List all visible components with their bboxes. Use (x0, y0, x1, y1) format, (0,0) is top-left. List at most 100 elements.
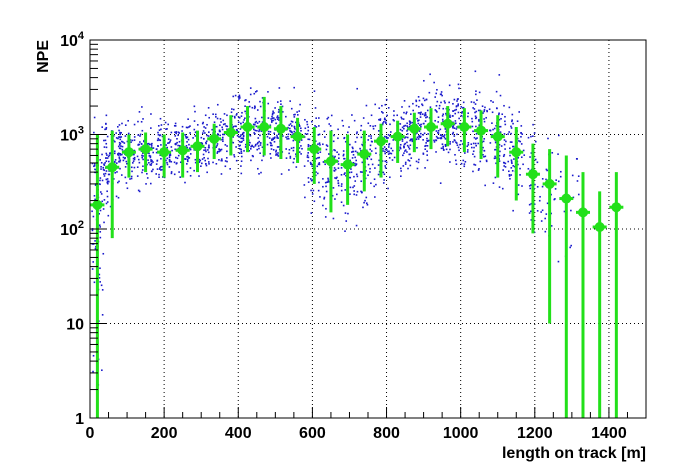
scatter-point (294, 113, 296, 116)
scatter-point (401, 117, 403, 120)
scatter-point (131, 162, 134, 164)
scatter-point (293, 86, 295, 89)
scatter-point (472, 170, 474, 173)
scatter-point (295, 121, 297, 124)
scatter-point (102, 208, 105, 210)
scatter-point (175, 132, 177, 135)
scatter-point (555, 179, 557, 181)
scatter-point (193, 169, 195, 172)
scatter-point (280, 173, 283, 175)
scatter-point (219, 130, 221, 133)
scatter-point (510, 127, 513, 129)
scatter-point (147, 142, 150, 145)
scatter-point (177, 154, 180, 157)
scatter-point (354, 156, 356, 159)
scatter-point (577, 175, 580, 178)
scatter-point (500, 145, 503, 147)
scatter-point (437, 131, 439, 134)
scatter-point (261, 146, 264, 149)
scatter-point (126, 187, 129, 190)
scatter-point (423, 114, 426, 117)
scatter-point (224, 165, 227, 168)
scatter-point (223, 113, 226, 115)
scatter-point (409, 138, 412, 141)
scatter-point (482, 140, 485, 143)
scatter-point (361, 143, 363, 146)
scatter-point (198, 158, 201, 161)
scatter-point (498, 160, 501, 162)
scatter-point (261, 116, 263, 119)
scatter-point (220, 158, 223, 160)
scatter-point (448, 84, 451, 87)
scatter-point (495, 90, 498, 93)
scatter-point (408, 160, 411, 162)
scatter-point (142, 140, 145, 143)
scatter-point (92, 261, 95, 263)
scatter-point (306, 154, 309, 157)
scatter-point (426, 154, 428, 156)
scatter-point (205, 150, 207, 153)
scatter-point (570, 209, 572, 212)
scatter-point (384, 167, 387, 169)
scatter-point (108, 152, 111, 154)
scatter-point (232, 95, 235, 98)
scatter-point (119, 142, 122, 145)
scatter-point (271, 119, 273, 122)
scatter-point (142, 165, 144, 168)
scatter-point (207, 161, 210, 163)
scatter-point (444, 128, 447, 130)
scatter-point (238, 152, 241, 154)
scatter-point (472, 150, 475, 153)
scatter-point (463, 165, 466, 168)
scatter-point (138, 190, 141, 193)
scatter-point (254, 143, 257, 146)
scatter-point (125, 182, 128, 184)
scatter-point (266, 135, 269, 138)
scatter-point (342, 204, 345, 207)
scatter-point (213, 121, 216, 124)
scatter-point (290, 131, 293, 134)
scatter-point (485, 160, 488, 163)
scatter-point (105, 142, 108, 145)
scatter-point (503, 133, 506, 135)
scatter-point (219, 118, 222, 120)
scatter-point (427, 139, 430, 142)
scatter-point (103, 199, 106, 201)
scatter-point (307, 129, 310, 132)
scatter-point (417, 96, 420, 98)
scatter-point (250, 145, 252, 148)
scatter-point (370, 137, 372, 140)
scatter-point (129, 139, 132, 141)
scatter-point (382, 150, 384, 152)
scatter-point (489, 129, 491, 132)
scatter-point (218, 148, 221, 151)
scatter-point (300, 139, 303, 141)
scatter-point (261, 159, 263, 162)
scatter-point (367, 174, 369, 177)
scatter-point (133, 166, 136, 169)
scatter-point (337, 163, 340, 165)
scatter-point (518, 140, 520, 142)
scatter-point (122, 159, 125, 162)
scatter-point (169, 159, 171, 162)
scatter-point (344, 172, 346, 174)
scatter-point (463, 163, 466, 165)
scatter-point (310, 163, 313, 165)
scatter-point (238, 98, 240, 100)
scatter-point (349, 193, 351, 195)
scatter-point (492, 101, 494, 103)
scatter-point (126, 140, 129, 143)
scatter-point (435, 110, 438, 112)
y-tick-label: 102 (60, 219, 84, 239)
x-tick-labels: 0 200 400 600 800 1000 1200 1400 (86, 425, 627, 442)
scatter-point (149, 163, 151, 166)
scatter-point (244, 99, 246, 102)
scatter-point (136, 175, 139, 177)
scatter-point (348, 171, 351, 174)
scatter-point (518, 111, 521, 113)
scatter-point (326, 117, 329, 120)
scatter-point (193, 120, 196, 122)
scatter-point (221, 159, 223, 162)
scatter-point (269, 124, 272, 127)
scatter-point (226, 145, 228, 147)
